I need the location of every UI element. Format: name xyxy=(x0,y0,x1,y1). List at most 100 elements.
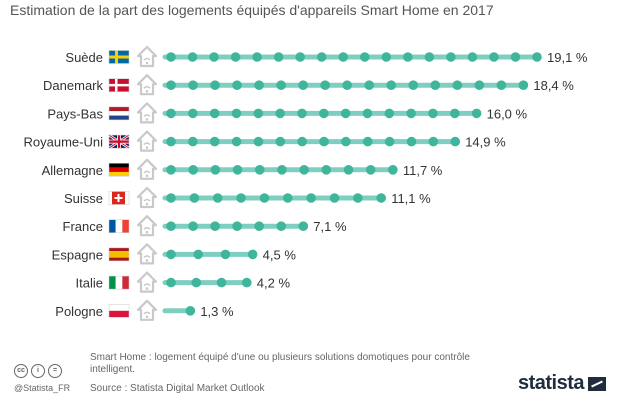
smart-home-icon xyxy=(136,215,158,237)
bar-dot xyxy=(364,80,375,90)
bar-dot xyxy=(166,277,176,288)
bar-dot xyxy=(467,52,478,62)
bar-dot xyxy=(408,80,419,90)
value-label: 11,7 % xyxy=(403,163,443,178)
category-label: Suisse xyxy=(64,191,103,206)
category-label: Allemagne xyxy=(42,163,103,178)
bar-dot xyxy=(259,193,270,203)
bar-dot xyxy=(316,52,327,62)
bar-dot xyxy=(384,108,395,119)
bar-dot xyxy=(166,136,176,147)
bar-dot xyxy=(319,108,329,119)
bar-dot xyxy=(216,277,227,288)
value-label: 7,1 % xyxy=(313,219,347,234)
smart-home-icon xyxy=(136,299,158,321)
bar-dot xyxy=(232,165,243,175)
bar-row: Espagne 4,5 % xyxy=(52,243,296,265)
flag-icon xyxy=(108,78,130,92)
bar-dot xyxy=(406,136,417,147)
bar-dot xyxy=(189,193,200,203)
smart-home-icon xyxy=(136,74,158,96)
bar-row: Danemark 18,4 % xyxy=(43,74,574,96)
flag-icon xyxy=(108,219,130,233)
bar-dot xyxy=(188,136,198,147)
bar-dot xyxy=(232,221,242,231)
bar-dot xyxy=(321,165,332,175)
smart-home-icon xyxy=(136,130,158,152)
smart-home-icon xyxy=(136,186,158,209)
bar-dot xyxy=(166,249,176,260)
bar-dot xyxy=(210,165,221,175)
category-label: Espagne xyxy=(52,247,103,262)
bar-dot xyxy=(329,193,340,203)
bar-dot xyxy=(191,277,202,288)
bar-dot xyxy=(230,52,241,62)
bar-dot xyxy=(343,165,354,175)
bar-dot xyxy=(276,80,286,90)
bar-dot xyxy=(187,52,198,62)
bar-dot xyxy=(254,221,264,231)
bar-dot xyxy=(403,52,413,62)
bar-dot xyxy=(298,80,308,90)
definition-note: Smart Home : logement équipé d'une ou pl… xyxy=(90,352,470,375)
bar-dot xyxy=(430,80,441,90)
flag-icon xyxy=(108,50,130,64)
bar-dot xyxy=(236,193,246,203)
attribution-icon: i xyxy=(31,364,45,378)
bar-dot xyxy=(376,193,386,203)
bar-row: Allemagne 11,7 % xyxy=(42,158,443,180)
bar-dot xyxy=(428,136,439,147)
bar-dot xyxy=(253,136,264,147)
flag-icon xyxy=(108,191,130,205)
bar-dot xyxy=(299,165,309,175)
value-label: 1,3 % xyxy=(200,304,234,319)
value-label: 16,0 % xyxy=(487,106,528,121)
bar-dot xyxy=(340,108,351,119)
bar-dot xyxy=(185,306,196,316)
smart-home-icon xyxy=(136,102,158,124)
bar-dot xyxy=(474,80,485,90)
bar-dot xyxy=(306,193,316,203)
bar-dot xyxy=(166,108,176,119)
bar-dot xyxy=(388,165,398,175)
bar-dot xyxy=(338,52,349,62)
bar-dot xyxy=(231,108,242,119)
bar-row: Italie 4,2 % xyxy=(76,271,291,293)
license-icons: cc i = xyxy=(14,364,62,378)
smart-home-icon xyxy=(136,271,158,293)
bar-dot xyxy=(319,136,329,147)
bar-dot xyxy=(406,108,416,119)
bar-dot xyxy=(295,52,305,62)
bar-dot xyxy=(353,193,363,203)
bar-dot xyxy=(254,165,265,175)
value-label: 4,2 % xyxy=(257,276,291,291)
smart-home-icon xyxy=(136,158,158,180)
bar-dot xyxy=(254,80,264,90)
chart-area: Suède 19,1 % Danemark 18,4 % Pays-Bas 16,0 % R… xyxy=(24,45,588,321)
flag-icon xyxy=(108,163,130,177)
bar-dot xyxy=(381,52,392,62)
category-label: Danemark xyxy=(43,78,103,93)
category-label: Royaume-Uni xyxy=(24,135,104,150)
value-label: 14,9 % xyxy=(465,135,506,150)
bar-dot xyxy=(166,193,176,203)
bar-row: France 7,1 % xyxy=(63,215,347,237)
bar-dot xyxy=(166,165,176,175)
bar-row: Pays-Bas 16,0 % xyxy=(47,102,528,124)
bar-row: Suisse 11,1 % xyxy=(64,186,431,209)
bar-dot xyxy=(209,108,220,119)
bar-dot xyxy=(510,52,521,62)
chart-subtitle: Estimation de la part des logements équi… xyxy=(10,2,494,18)
bar-dot xyxy=(362,136,373,147)
bar-dot xyxy=(166,52,176,62)
bar-dot xyxy=(210,80,220,90)
statista-logo[interactable]: statista xyxy=(518,372,606,395)
bar-dot xyxy=(342,80,352,90)
bar-dot xyxy=(297,136,307,147)
bar-dot xyxy=(450,136,460,147)
bar-dot xyxy=(496,80,507,90)
bar-dot xyxy=(341,136,351,147)
value-label: 11,1 % xyxy=(391,191,431,206)
bar-row: Royaume-Uni 14,9 % xyxy=(24,130,506,152)
bar-dot xyxy=(166,80,176,90)
